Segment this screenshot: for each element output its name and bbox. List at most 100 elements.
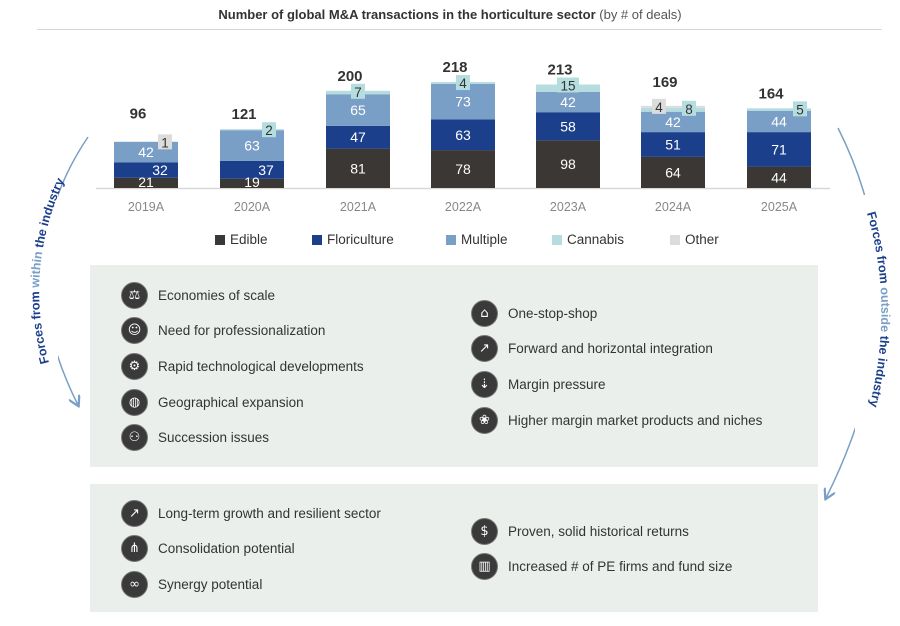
returns-icon: $ xyxy=(471,518,498,545)
segment-label: 81 xyxy=(350,160,366,176)
bar-segment-edible xyxy=(747,166,811,188)
segment-label: 42 xyxy=(665,114,681,130)
segment-label: 15 xyxy=(560,78,575,93)
segment-label: 44 xyxy=(771,169,787,185)
consolidation-icon: ⋔ xyxy=(121,535,148,562)
legend-swatch xyxy=(552,234,562,245)
total-label: 96 xyxy=(130,105,147,122)
driver-label: Succession issues xyxy=(158,430,270,445)
chart-title: Number of global M&A transactions in the… xyxy=(218,7,682,22)
segment-label: 78 xyxy=(455,161,471,177)
bar-segment-floriculture xyxy=(326,125,390,149)
segment-label-box xyxy=(557,77,579,93)
driver-label: Consolidation potential xyxy=(158,541,295,556)
bar-segment-floriculture xyxy=(747,132,811,167)
segment-label-box xyxy=(652,98,666,114)
bar-segment-edible xyxy=(536,140,600,188)
segment-label: 71 xyxy=(771,141,787,157)
segment-label: 98 xyxy=(560,156,576,172)
succession-icon: ⚇ xyxy=(121,424,148,451)
x-tick-label: 2023A xyxy=(550,200,587,214)
legend-item-edible: Edible xyxy=(215,232,268,247)
bar-segment-multiple xyxy=(536,91,600,113)
bar-segment-edible xyxy=(114,177,178,188)
x-tick-label: 2025A xyxy=(761,200,798,214)
shop-icon: ⌂ xyxy=(471,300,498,327)
bar-segment-multiple xyxy=(326,94,390,126)
legend-label: Floriculture xyxy=(327,232,394,247)
professional-icon: ☺ xyxy=(121,317,148,344)
legend-label: Multiple xyxy=(461,232,508,247)
legend-item-other: Other xyxy=(670,232,719,247)
segment-label: 32 xyxy=(152,162,168,178)
segment-label: 58 xyxy=(560,118,576,134)
segment-label-box xyxy=(351,83,365,99)
x-tick-label: 2021A xyxy=(340,200,377,214)
segment-label: 7 xyxy=(354,85,362,100)
driver-item: ↗ Long-term growth and resilient sector xyxy=(121,500,381,527)
bar-segment-floriculture xyxy=(431,119,495,151)
driver-item: ◍ Geographical expansion xyxy=(121,389,304,416)
bar-segment-floriculture xyxy=(114,162,178,178)
segment-label: 44 xyxy=(771,113,787,129)
driver-item: ⋔ Consolidation potential xyxy=(121,535,295,562)
legend-swatch xyxy=(446,234,456,245)
segment-label: 37 xyxy=(258,162,274,178)
driver-item: ⚖ Economies of scale xyxy=(121,282,275,309)
segment-label: 5 xyxy=(796,102,804,117)
legend-label: Edible xyxy=(230,232,268,247)
total-label: 164 xyxy=(758,85,784,102)
title-divider xyxy=(37,29,882,30)
legend-item-cannabis: Cannabis xyxy=(552,232,624,247)
segment-label: 4 xyxy=(459,76,467,91)
driver-item: ⇣ Margin pressure xyxy=(471,371,606,398)
x-tick-label: 2019A xyxy=(128,200,165,214)
driver-label: Increased # of PE firms and fund size xyxy=(508,559,733,574)
technology-icon: ⚙ xyxy=(121,353,148,380)
driver-item: ⚙ Rapid technological developments xyxy=(121,353,364,380)
bar-segment-other xyxy=(641,105,705,108)
legend-label: Other xyxy=(685,232,719,247)
segment-label-box xyxy=(158,134,172,150)
segment-label: 64 xyxy=(665,164,681,180)
segment-label: 73 xyxy=(455,94,471,110)
driver-label: Long-term growth and resilient sector xyxy=(158,506,381,521)
driver-item: ⚇ Succession issues xyxy=(121,424,269,451)
bar-segment-floriculture xyxy=(220,160,284,179)
driver-item: ⌂ One-stop-shop xyxy=(471,300,597,327)
legend-swatch xyxy=(670,234,680,245)
segment-label: 4 xyxy=(655,100,663,115)
total-label: 200 xyxy=(337,68,362,85)
legend-item-multiple: Multiple xyxy=(446,232,508,247)
segment-label: 19 xyxy=(244,174,260,190)
bar-segment-edible xyxy=(431,150,495,188)
investment-panel xyxy=(90,484,818,612)
driver-item: $ Proven, solid historical returns xyxy=(471,518,689,545)
x-tick-label: 2024A xyxy=(655,200,692,214)
driver-item: ∞ Synergy potential xyxy=(121,571,262,598)
x-tick-label: 2022A xyxy=(445,200,482,214)
legend-swatch xyxy=(215,234,225,245)
driver-label: Synergy potential xyxy=(158,577,263,592)
driver-label: Proven, solid historical returns xyxy=(508,524,689,539)
bar-segment-multiple xyxy=(641,111,705,133)
legend-item-floriculture: Floriculture xyxy=(312,232,394,247)
driver-item: ↗ Forward and horizontal integration xyxy=(471,335,713,362)
bar-segment-cannabis xyxy=(641,107,705,112)
bar-segment-edible xyxy=(326,148,390,188)
segment-label: 42 xyxy=(138,144,154,160)
bar-segment-floriculture xyxy=(641,132,705,157)
driver-label: Geographical expansion xyxy=(158,395,304,410)
segment-label-box xyxy=(682,100,696,116)
integration-icon: ↗ xyxy=(471,335,498,362)
niche-icon: ❀ xyxy=(471,407,498,434)
bar-segment-floriculture xyxy=(536,112,600,141)
driver-label: Rapid technological developments xyxy=(158,359,364,374)
segment-label-box xyxy=(456,75,470,91)
x-tick-label: 2020A xyxy=(234,200,271,214)
segment-label: 65 xyxy=(350,102,366,118)
total-label: 169 xyxy=(652,74,677,91)
total-label: 218 xyxy=(442,59,467,76)
driver-label: Need for professionalization xyxy=(158,323,326,338)
segment-label: 8 xyxy=(685,102,693,117)
